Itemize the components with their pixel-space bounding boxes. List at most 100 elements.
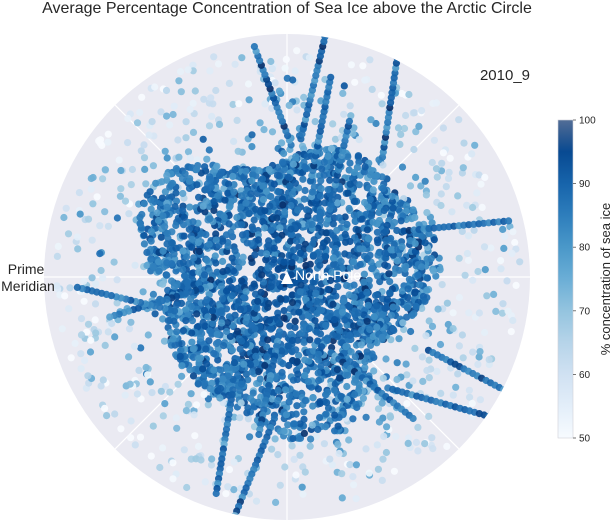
- sea-ice-point: [461, 271, 469, 279]
- sea-ice-point: [443, 442, 451, 450]
- sea-ice-point: [187, 390, 195, 398]
- sea-ice-point: [350, 481, 358, 489]
- sea-ice-point: [425, 412, 433, 420]
- sea-ice-point: [229, 100, 237, 109]
- sea-ice-point: [264, 336, 272, 344]
- sea-ice-point: [230, 188, 238, 196]
- sea-ice-point: [252, 352, 260, 360]
- sea-ice-point: [414, 423, 422, 431]
- sea-ice-point: [354, 153, 362, 161]
- sea-ice-point: [307, 383, 315, 391]
- sea-ice-point: [338, 308, 346, 316]
- sea-ice-point: [432, 99, 440, 107]
- sea-ice-point: [383, 423, 391, 431]
- sea-ice-point: [61, 292, 69, 300]
- sea-ice-point: [292, 237, 300, 245]
- sea-ice-point: [233, 213, 241, 222]
- sea-ice-point: [308, 421, 316, 429]
- sea-ice-point: [234, 284, 242, 292]
- sea-ice-point: [282, 386, 290, 394]
- sea-ice-point: [492, 307, 500, 315]
- sea-ice-points: [53, 34, 526, 520]
- sea-ice-point: [278, 368, 286, 377]
- sea-ice-point: [190, 254, 198, 262]
- sea-ice-point: [350, 124, 358, 132]
- sea-ice-point: [159, 212, 167, 220]
- sea-ice-point: [282, 55, 290, 64]
- sea-ice-point: [376, 278, 384, 286]
- sea-ice-point: [77, 331, 86, 339]
- sea-ice-point: [146, 378, 154, 386]
- sea-ice-point: [356, 318, 364, 326]
- sea-ice-point: [412, 128, 420, 136]
- sea-ice-point: [470, 226, 478, 234]
- sea-ice-point: [316, 399, 324, 407]
- sea-ice-point: [199, 202, 207, 210]
- sea-ice-point: [208, 307, 217, 315]
- sea-ice-point: [473, 189, 481, 197]
- sea-ice-point: [316, 261, 324, 269]
- sea-ice-point: [179, 247, 187, 255]
- sea-ice-point: [306, 245, 314, 253]
- sea-ice-point: [374, 465, 382, 473]
- sea-ice-point: [203, 256, 211, 264]
- sea-ice-point: [296, 420, 304, 428]
- sea-ice-point: [423, 286, 431, 294]
- sea-ice-point: [217, 384, 225, 393]
- sea-ice-point: [276, 224, 284, 232]
- sea-ice-point: [368, 265, 376, 273]
- sea-ice-point: [287, 225, 295, 233]
- sea-ice-point: [382, 448, 390, 457]
- sea-ice-point: [161, 223, 169, 231]
- sea-ice-point: [340, 82, 348, 90]
- sea-ice-point: [285, 392, 294, 400]
- sea-ice-point: [145, 131, 153, 139]
- sea-ice-point: [475, 171, 483, 179]
- sea-ice-point: [268, 128, 277, 136]
- sea-ice-point: [140, 200, 148, 208]
- sea-ice-point: [263, 250, 271, 258]
- sea-ice-point: [113, 299, 121, 307]
- sea-ice-point: [381, 261, 389, 269]
- sea-ice-point: [117, 185, 125, 193]
- sea-ice-point: [133, 119, 142, 127]
- sea-ice-point: [125, 325, 134, 333]
- sea-ice-point: [140, 154, 149, 162]
- sea-ice-point: [483, 292, 491, 300]
- sea-ice-point: [289, 76, 297, 84]
- sea-ice-point: [516, 258, 524, 266]
- sea-ice-point: [375, 418, 383, 426]
- sea-ice-point: [439, 124, 447, 132]
- sea-ice-point: [380, 206, 388, 215]
- sea-ice-point: [338, 264, 346, 272]
- sea-ice-point: [500, 244, 508, 252]
- sea-ice-point: [402, 111, 410, 120]
- sea-ice-point: [299, 175, 307, 183]
- sea-ice-point: [274, 265, 282, 274]
- sea-ice-point: [290, 246, 298, 254]
- sea-ice-point: [180, 232, 188, 240]
- sea-ice-point: [333, 333, 341, 341]
- sea-ice-point: [117, 425, 125, 433]
- sea-ice-point: [428, 434, 436, 442]
- sea-ice-point: [349, 415, 357, 423]
- sea-ice-point: [459, 164, 467, 172]
- sea-ice-point: [299, 490, 307, 498]
- sea-ice-point: [75, 189, 83, 197]
- sea-ice-point: [480, 243, 489, 251]
- sea-ice-point: [222, 287, 231, 295]
- sea-ice-point: [476, 348, 484, 356]
- sea-ice-point: [305, 324, 313, 333]
- sea-ice-point: [359, 394, 367, 402]
- sea-ice-point: [309, 402, 317, 410]
- sea-ice-point: [136, 220, 144, 228]
- sea-ice-point: [377, 91, 385, 99]
- sea-ice-point: [208, 455, 216, 463]
- sea-ice-point: [113, 214, 121, 222]
- sea-ice-point: [104, 138, 112, 146]
- sea-ice-point: [369, 186, 377, 194]
- sea-ice-point: [444, 320, 452, 329]
- sea-ice-point: [394, 205, 403, 213]
- sea-ice-point: [304, 378, 312, 386]
- sea-ice-point: [509, 316, 517, 325]
